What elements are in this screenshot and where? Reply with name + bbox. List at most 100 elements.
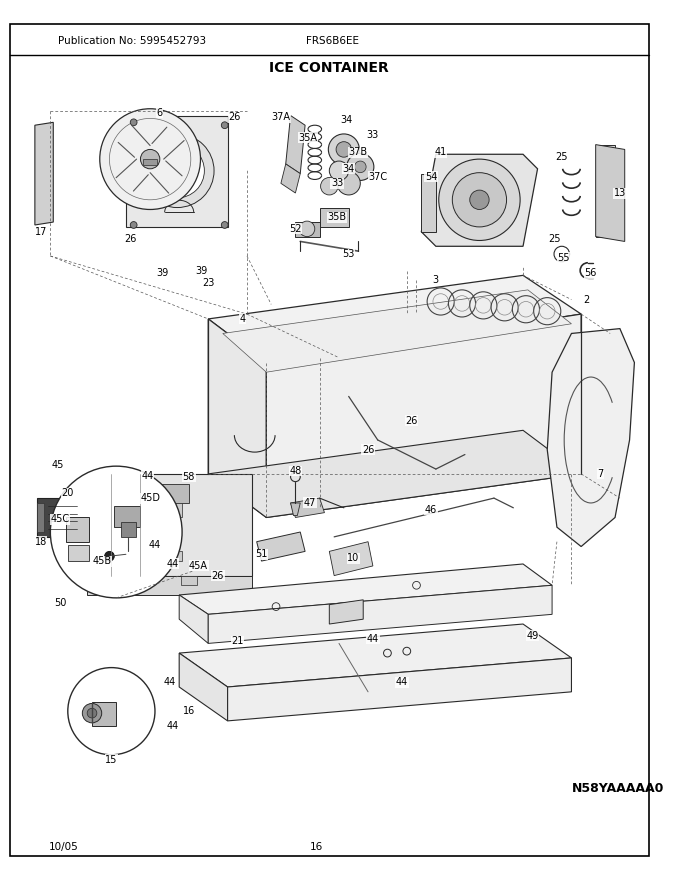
Polygon shape <box>208 275 581 363</box>
Text: 16: 16 <box>310 842 323 852</box>
Polygon shape <box>329 542 373 576</box>
Text: 51: 51 <box>255 549 268 560</box>
Polygon shape <box>87 474 252 576</box>
Text: 26: 26 <box>211 570 224 581</box>
Text: 53: 53 <box>343 249 355 259</box>
Text: 47: 47 <box>304 498 316 508</box>
Polygon shape <box>181 576 197 585</box>
Text: 39: 39 <box>195 266 207 275</box>
Text: 15: 15 <box>105 755 118 765</box>
Text: 54: 54 <box>425 172 437 181</box>
Polygon shape <box>290 503 301 516</box>
Polygon shape <box>180 564 552 614</box>
Circle shape <box>328 134 359 165</box>
Polygon shape <box>596 144 625 241</box>
Polygon shape <box>208 430 581 517</box>
Polygon shape <box>35 122 53 225</box>
Circle shape <box>337 172 360 195</box>
Text: 56: 56 <box>585 268 597 278</box>
Circle shape <box>336 142 352 158</box>
Polygon shape <box>180 624 571 687</box>
Text: 17: 17 <box>35 227 47 237</box>
Text: 16: 16 <box>183 706 195 716</box>
Text: 18: 18 <box>35 537 47 546</box>
Polygon shape <box>92 701 116 726</box>
Text: 45B: 45B <box>92 556 112 566</box>
Circle shape <box>122 547 130 555</box>
Text: 37B: 37B <box>349 147 368 158</box>
Text: 44: 44 <box>163 677 175 687</box>
Polygon shape <box>547 328 634 546</box>
Polygon shape <box>180 595 208 643</box>
Circle shape <box>100 109 201 209</box>
Polygon shape <box>281 164 301 193</box>
Circle shape <box>131 222 137 229</box>
Polygon shape <box>256 532 305 561</box>
Polygon shape <box>160 484 189 503</box>
Circle shape <box>122 518 130 526</box>
Text: 55: 55 <box>558 253 570 263</box>
Polygon shape <box>142 484 158 494</box>
Text: 4: 4 <box>239 314 245 324</box>
Text: 21: 21 <box>231 636 243 647</box>
Text: 44: 44 <box>367 634 379 643</box>
Text: 45D: 45D <box>140 493 160 503</box>
Polygon shape <box>126 115 228 227</box>
Polygon shape <box>87 576 252 595</box>
Polygon shape <box>320 208 349 227</box>
Text: 3: 3 <box>432 275 439 285</box>
Circle shape <box>78 508 97 527</box>
Text: 39: 39 <box>156 268 169 278</box>
Text: 41: 41 <box>435 147 447 158</box>
Polygon shape <box>422 173 436 231</box>
Polygon shape <box>142 532 158 542</box>
Polygon shape <box>422 154 538 246</box>
Polygon shape <box>143 159 157 165</box>
Text: 26: 26 <box>124 233 137 244</box>
Text: 26: 26 <box>362 444 374 455</box>
Circle shape <box>347 153 374 180</box>
Text: 35B: 35B <box>328 212 347 223</box>
Text: 26: 26 <box>405 415 418 426</box>
Text: 26: 26 <box>228 113 241 122</box>
Text: 44: 44 <box>396 677 408 687</box>
Text: 49: 49 <box>526 631 539 641</box>
Text: FRS6B6EE: FRS6B6EE <box>306 36 359 46</box>
Text: 13: 13 <box>614 188 626 198</box>
Circle shape <box>439 159 520 240</box>
Text: 58: 58 <box>183 472 195 482</box>
Polygon shape <box>68 545 89 561</box>
Polygon shape <box>66 517 89 542</box>
Circle shape <box>150 143 205 198</box>
Circle shape <box>122 489 130 497</box>
Polygon shape <box>208 319 267 517</box>
Text: 44: 44 <box>167 559 179 569</box>
Text: 35A: 35A <box>299 133 318 143</box>
Circle shape <box>470 190 489 209</box>
Polygon shape <box>290 498 324 517</box>
Polygon shape <box>596 144 615 237</box>
Circle shape <box>299 221 315 237</box>
Polygon shape <box>114 506 141 527</box>
Circle shape <box>221 222 228 229</box>
Polygon shape <box>165 503 182 517</box>
Circle shape <box>452 172 507 227</box>
Text: 10: 10 <box>347 554 360 563</box>
Polygon shape <box>295 222 320 237</box>
Circle shape <box>141 150 160 169</box>
Text: 50: 50 <box>54 598 66 608</box>
Text: 2: 2 <box>583 295 589 304</box>
Text: 44: 44 <box>141 471 154 480</box>
Text: N58YAAAAA0: N58YAAAAA0 <box>571 782 664 796</box>
Circle shape <box>354 161 366 172</box>
Text: 45C: 45C <box>50 515 69 524</box>
Text: 44: 44 <box>149 539 161 550</box>
Text: 52: 52 <box>289 224 302 234</box>
Text: 48: 48 <box>289 466 301 476</box>
Polygon shape <box>208 585 552 643</box>
Circle shape <box>131 119 137 126</box>
Circle shape <box>87 708 97 718</box>
Text: 10/05: 10/05 <box>48 842 78 852</box>
Text: 25: 25 <box>556 152 568 162</box>
Circle shape <box>122 504 130 511</box>
